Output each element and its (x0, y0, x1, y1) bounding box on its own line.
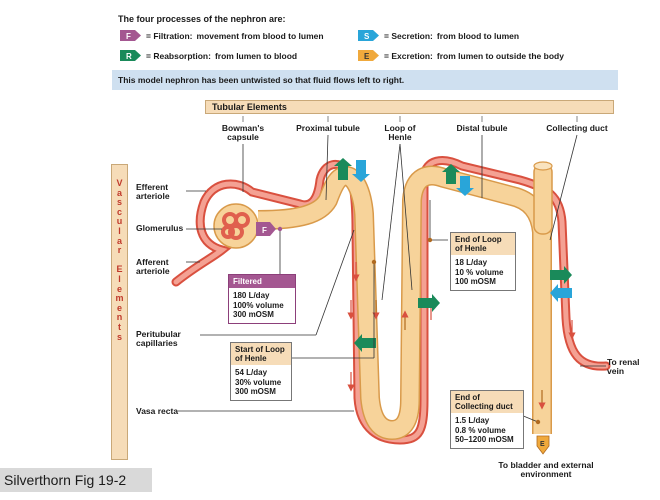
vascular-letter: u (116, 216, 123, 227)
legend-reabsorption: R = Reabsorption: from lumen to blood (120, 50, 297, 61)
excretion-arrow: E (536, 435, 550, 455)
end-collecting-osm: 50–1200 mOSM (455, 435, 514, 444)
bowman-label: Bowman's capsule (221, 123, 265, 142)
glomerulus-label: Glomerulus (136, 223, 184, 233)
reabsorb-arrow-loop-ascending (418, 294, 440, 312)
svg-text:E: E (540, 441, 545, 448)
proximal-label: Proximal tubule (296, 123, 360, 133)
start-loop-box: Start of Loop of Henle 54 L/day 30% volu… (230, 342, 292, 401)
vascular-letter: n (116, 312, 123, 323)
bladder-label: To bladder and external environment (498, 460, 594, 479)
vascular-letter: V (116, 178, 123, 188)
vascular-letter: a (116, 187, 122, 198)
renal-vein-label: To renal vein (607, 357, 640, 376)
vascular-letter: s (116, 331, 122, 342)
filtered-title: Filtered (229, 275, 295, 288)
secrete-arrow-distal (456, 176, 474, 196)
figure-citation: Silverthorn Fig 19-2 (0, 468, 152, 492)
tubular-elements-heading: Tubular Elements (205, 100, 614, 114)
vascular-letter: m (115, 293, 124, 304)
start-loop-osm: 300 mOSM (235, 387, 276, 396)
vascular-letter: r (117, 245, 122, 256)
vascular-letter: l (118, 225, 121, 236)
filtered-volume: 100% volume (233, 300, 284, 310)
reabsorb-arrow-proximal (334, 158, 352, 180)
secretion-arrow-icon: S (358, 30, 380, 41)
reabsorption-arrow-icon: R (120, 50, 142, 61)
svg-text:F: F (126, 32, 131, 41)
end-loop-box: End of Loop of Henle 18 L/day 10 % volum… (450, 232, 516, 291)
svg-text:S: S (364, 32, 370, 41)
vascular-letter: t (118, 321, 121, 332)
svg-text:R: R (126, 52, 132, 61)
legend-excretion: E = Excretion: from lumen to outside the… (358, 50, 564, 61)
marker-dots (277, 226, 283, 232)
vascular-letter: e (116, 302, 122, 313)
vasa-recta-label: Vasa recta (136, 406, 179, 416)
filtration-arrow-icon: F (120, 30, 142, 41)
svg-text:E: E (364, 52, 370, 61)
end-collecting-flow: 1.5 L/day (455, 416, 490, 425)
column-leader-lines (242, 116, 578, 122)
excretion-arrow-icon: E (358, 50, 380, 61)
untwisted-banner: This model nephron has been untwisted so… (112, 70, 618, 90)
secretion-desc: from blood to lumen (436, 30, 520, 41)
end-loop-title: End of Loop of Henle (451, 233, 515, 255)
peritubular-label: Peritubular capillaries (136, 329, 181, 348)
reabsorb-arrow-loop-descending (354, 334, 376, 352)
end-loop-osm: 100 mOSM (455, 277, 496, 286)
end-loop-flow: 18 L/day (455, 258, 488, 267)
afferent-label: Afferent arteriole (136, 257, 170, 276)
start-loop-title: Start of Loop of Henle (231, 343, 291, 365)
reabsorption-desc: from lumen to blood (214, 50, 298, 61)
secrete-arrow-collecting (550, 284, 572, 302)
filtration-desc: movement from blood to lumen (196, 30, 324, 41)
loop-label: Loop of Henle (384, 123, 416, 142)
reabsorb-arrow-distal (442, 164, 460, 184)
label-leader-lines (178, 134, 606, 423)
legend-secretion: S = Secretion: from blood to lumen (358, 30, 519, 41)
secretion-label: = Secretion: (384, 30, 433, 41)
end-loop-volume: 10 % volume (455, 267, 504, 277)
svg-text:F: F (262, 226, 267, 235)
filtration-label: = Filtration: (146, 30, 193, 41)
end-collecting-volume: 0.8 % volume (455, 425, 506, 435)
legend-filtration: F = Filtration: movement from blood to l… (120, 30, 324, 41)
excretion-desc: from lumen to outside the body (436, 50, 564, 61)
vascular-letter: a (116, 235, 122, 246)
vascular-letter: s (116, 197, 122, 208)
collecting-label: Collecting duct (546, 123, 608, 133)
vascular-letter: E (116, 264, 123, 275)
vascular-letter: e (116, 283, 122, 294)
efferent-label: Efferent arteriole (136, 182, 170, 201)
filtered-osm: 300 mOSM (233, 310, 274, 319)
distal-label: Distal tubule (456, 123, 508, 133)
glomerulus-tuft (221, 212, 250, 240)
start-loop-flow: 54 L/day (235, 368, 268, 377)
collecting-duct-top (533, 163, 553, 235)
filtration-process-arrow: F (256, 222, 276, 236)
start-loop-volume: 30% volume (235, 377, 282, 387)
vascular-letter: c (116, 206, 122, 217)
end-collecting-box: End of Collecting duct 1.5 L/day 0.8 % v… (450, 390, 524, 449)
reabsorb-arrow-collecting (550, 266, 572, 284)
excretion-label: = Excretion: (384, 50, 433, 61)
vascular-letter: l (118, 273, 121, 284)
end-collecting-title: End of Collecting duct (451, 391, 523, 413)
secrete-arrow-proximal (352, 160, 370, 182)
reabsorption-label: = Reabsorption: (146, 50, 211, 61)
legend-title: The four processes of the nephron are: (118, 14, 286, 24)
filtered-flow: 180 L/day (233, 291, 270, 300)
filtered-box: Filtered 180 L/day 100% volume 300 mOSM (228, 274, 296, 324)
